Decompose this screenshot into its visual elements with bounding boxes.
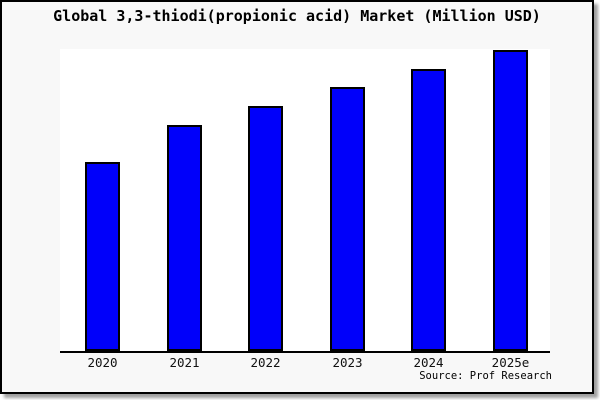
chart-canvas: Global 3,3-thiodi(propionic acid) Market… (0, 0, 594, 394)
plot-area: 2020 2021 2022 2023 2024 2025e (60, 49, 550, 370)
bar-2021 (167, 125, 202, 351)
x-tick-label-2021: 2021 (169, 355, 200, 370)
chart-title: Global 3,3-thiodi(propionic acid) Market… (53, 7, 541, 25)
bar-2023 (330, 87, 365, 351)
x-tick-label-2024: 2024 (413, 355, 444, 370)
bar-2022 (248, 106, 283, 351)
x-tick-label-2023: 2023 (332, 355, 363, 370)
bar-2020 (85, 162, 120, 351)
bar-2025e (493, 50, 528, 351)
x-tick-label-2022: 2022 (250, 355, 281, 370)
source-credit: Source: Prof Research (419, 370, 552, 382)
x-tick-label-2020: 2020 (87, 355, 118, 370)
x-tick-label-2025e: 2025e (491, 355, 530, 370)
bar-2024 (411, 69, 446, 351)
